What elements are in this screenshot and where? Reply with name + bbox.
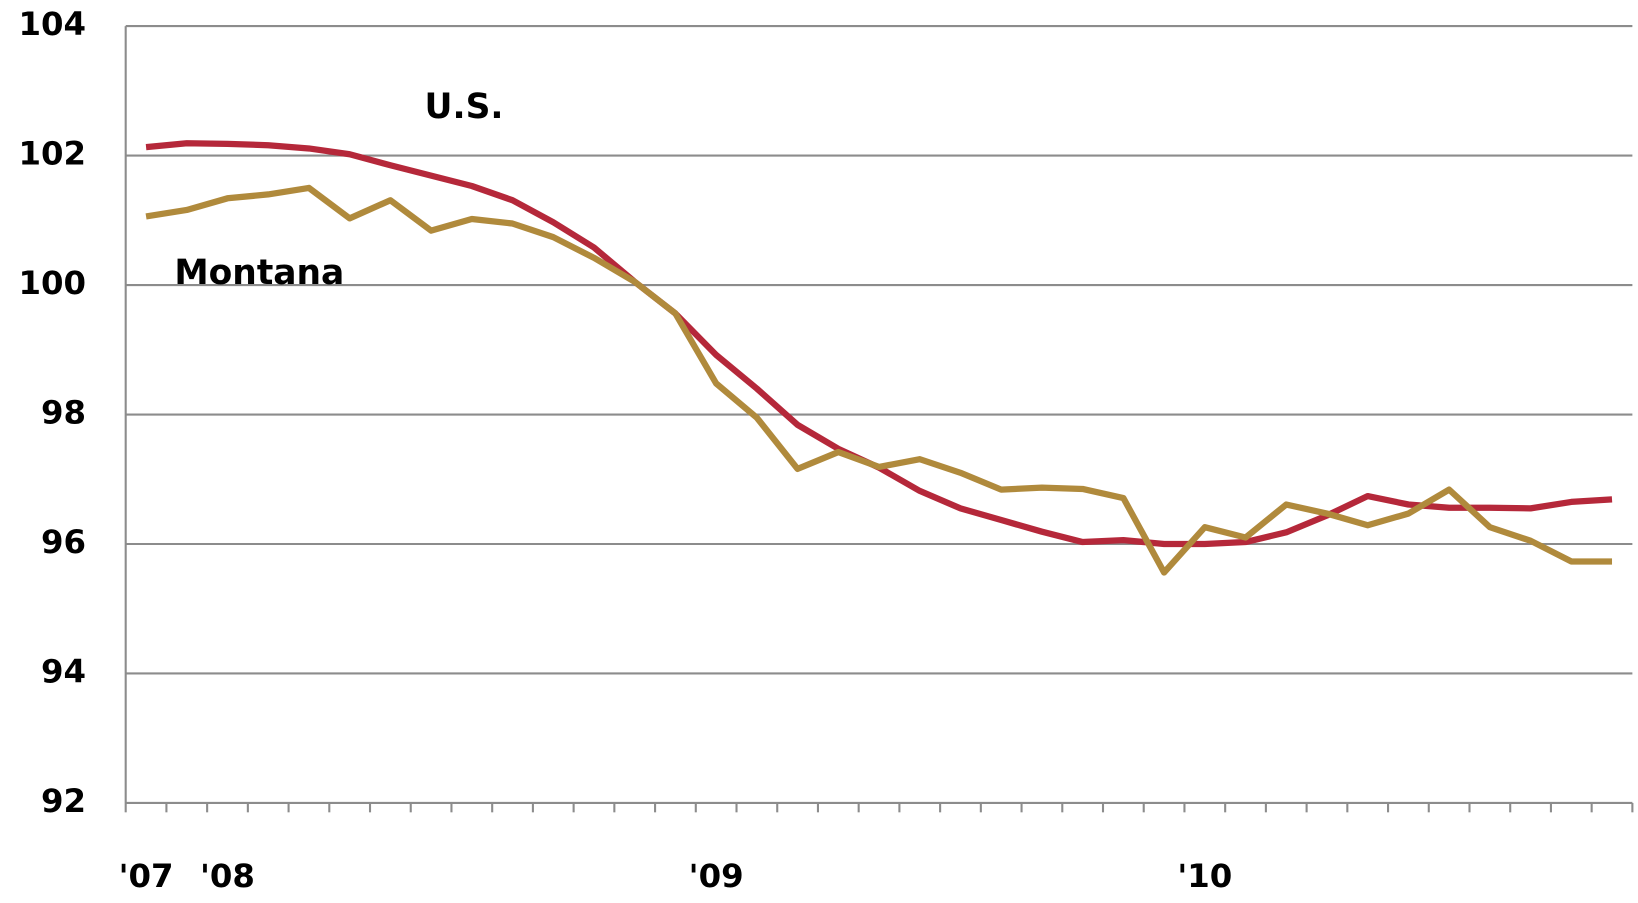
series-line: [145, 184, 1613, 576]
y-tick-label: 104: [18, 5, 86, 43]
y-tick-label: 98: [41, 394, 86, 432]
y-tick-label: 94: [41, 652, 86, 690]
series-line: [145, 140, 1613, 548]
x-tick-label: '09: [689, 857, 744, 895]
series-label: Montana: [174, 253, 344, 293]
y-tick-label: 100: [18, 264, 86, 302]
x-tick-label: '10: [1177, 857, 1232, 895]
x-tick-label: '07: [119, 857, 174, 895]
x-tick-label: '08: [200, 857, 255, 895]
y-tick-label: 102: [18, 135, 86, 173]
y-tick-label: 92: [41, 782, 86, 820]
y-tick-label: 96: [41, 523, 86, 561]
series-label: U.S.: [425, 87, 504, 127]
